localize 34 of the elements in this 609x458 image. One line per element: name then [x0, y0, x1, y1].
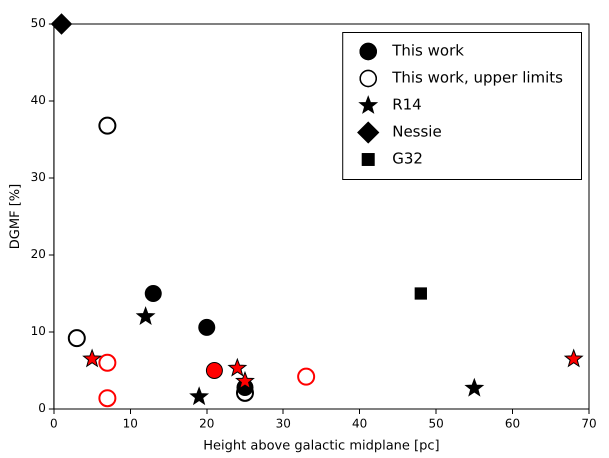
point	[297, 368, 316, 386]
point	[414, 287, 427, 300]
legend-label: R14	[392, 95, 422, 114]
point	[68, 329, 86, 348]
point	[144, 285, 162, 302]
y-axis-title: DGMF [%]	[8, 184, 24, 250]
point	[83, 349, 102, 367]
y-tick-label: 30	[30, 170, 46, 184]
x-tick-label: 10	[122, 416, 138, 430]
x-tick-label: 30	[276, 416, 291, 430]
point	[564, 349, 583, 367]
y-tick-label: 50	[30, 16, 46, 30]
y-tick-label: 0	[38, 401, 46, 416]
x-tick-label: 40	[352, 416, 368, 430]
x-tick-label: 20	[199, 416, 214, 430]
legend-label: Nessie	[392, 122, 442, 140]
x-tick-label: 0	[50, 416, 58, 430]
point	[98, 389, 116, 408]
point	[236, 372, 254, 390]
legend-label: This work	[391, 41, 464, 60]
y-tick-label: 10	[30, 324, 46, 338]
x-tick-label: 50	[428, 416, 444, 430]
y-tick-label: 20	[30, 247, 46, 262]
x-tick-label: 70	[581, 416, 597, 430]
x-tick-label: 60	[504, 416, 520, 430]
legend-label: This work, upper limits	[391, 68, 564, 86]
point	[51, 14, 72, 34]
legend-label: G32	[392, 149, 423, 168]
point	[98, 116, 116, 135]
y-tick-label: 40	[30, 93, 46, 108]
point	[98, 354, 116, 372]
point	[228, 358, 246, 376]
x-axis-title: Height above galactic midplane [pc]	[203, 438, 440, 454]
point	[198, 318, 216, 336]
